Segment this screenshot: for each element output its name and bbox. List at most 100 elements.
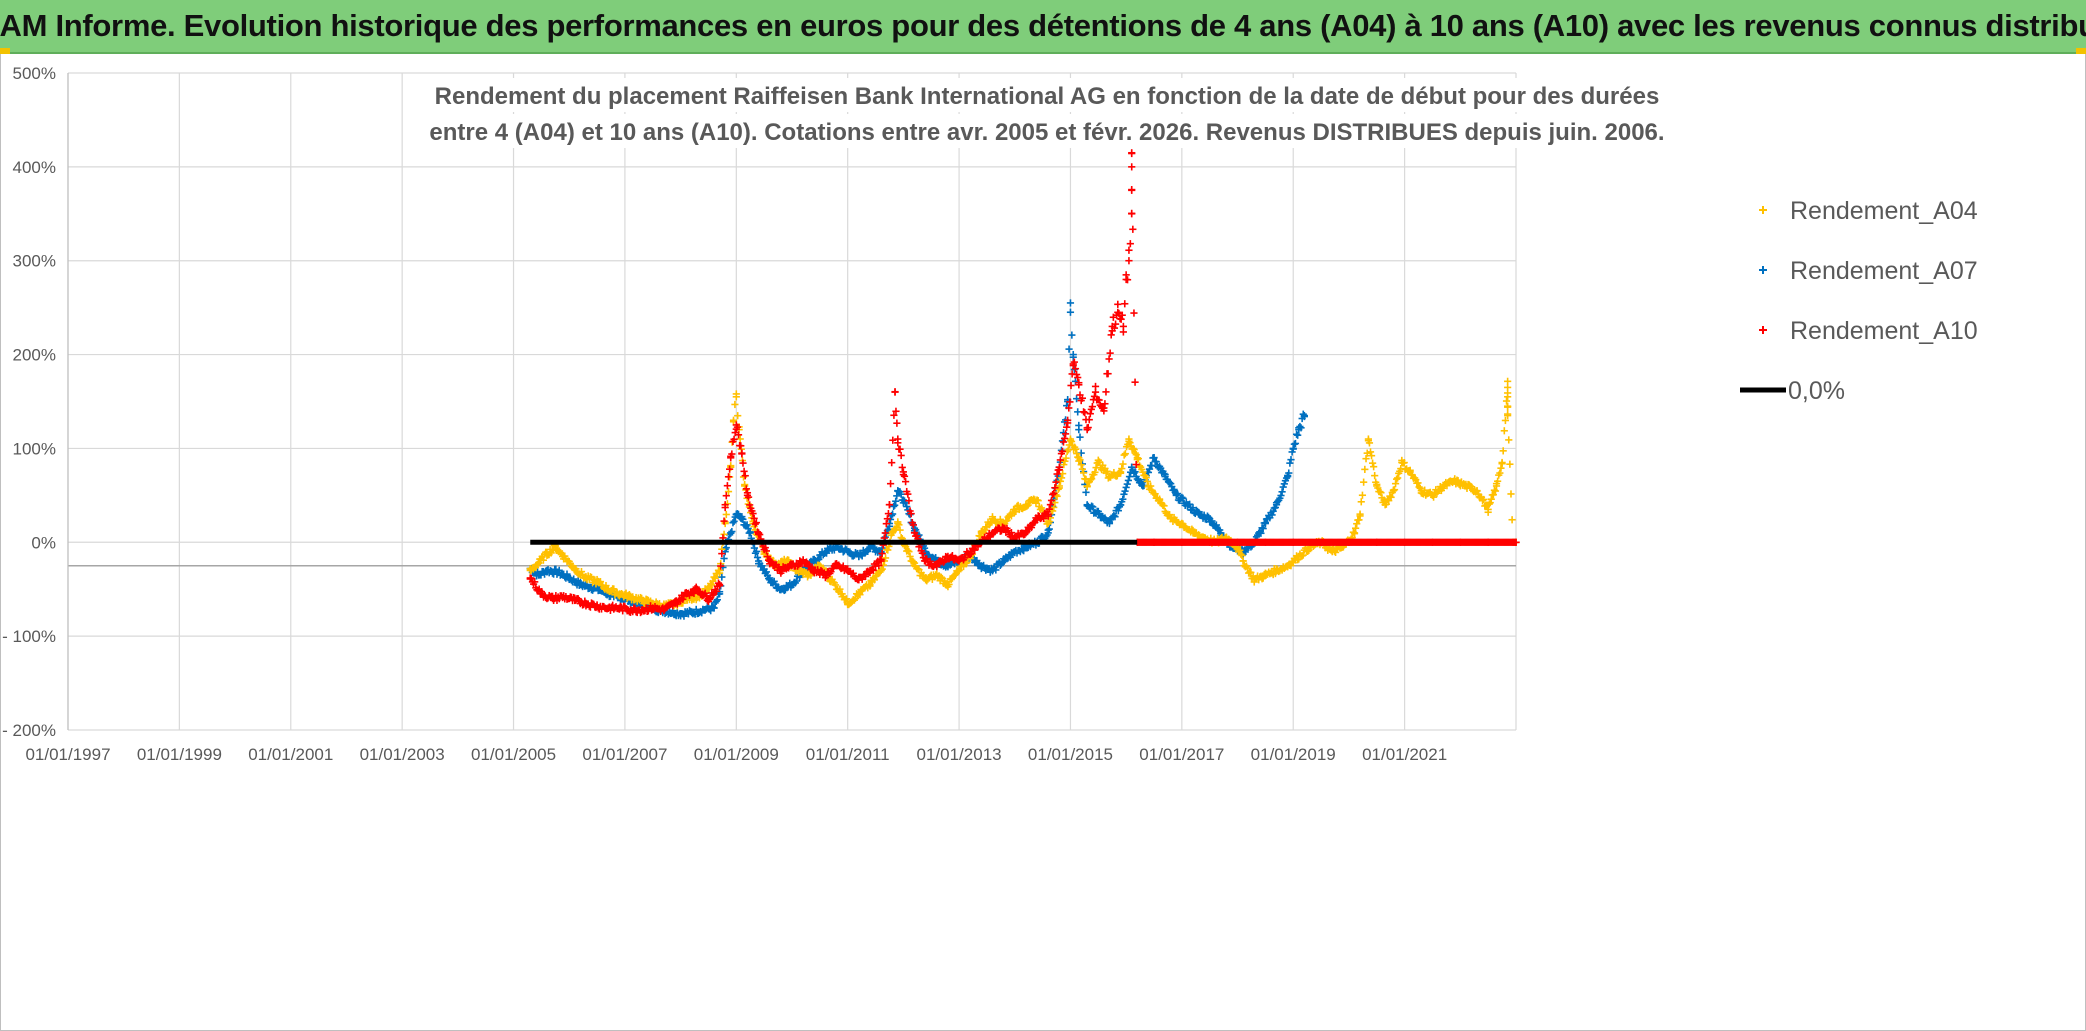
point-rendement-a04	[940, 577, 949, 585]
point-rendement-a04	[1486, 499, 1494, 507]
point-rendement-a07	[771, 580, 779, 588]
point-rendement-a04	[1504, 393, 1512, 401]
point-rendement-a04	[1499, 447, 1507, 455]
point-rendement-a10	[738, 449, 746, 457]
point-rendement-a07	[1294, 431, 1302, 439]
point-rendement-a07	[1272, 501, 1281, 509]
point-rendement-a04	[732, 393, 740, 401]
point-rendement-a10	[896, 445, 904, 453]
point-rendement-a10	[1128, 186, 1136, 194]
point-rendement-a04	[1367, 452, 1376, 460]
point-rendement-a07	[712, 597, 720, 605]
point-rendement-a04	[1167, 515, 1175, 523]
point-rendement-a07	[810, 557, 818, 565]
point-rendement-a07	[894, 487, 902, 495]
point-rendement-a04	[1414, 479, 1422, 487]
point-rendement-a07	[1200, 511, 1208, 519]
point-rendement-a04	[1363, 449, 1371, 457]
point-rendement-a07	[1152, 458, 1160, 466]
point-rendement-a04	[1389, 487, 1398, 495]
point-rendement-a07	[1172, 491, 1180, 499]
point-rendement-a04	[1398, 458, 1406, 467]
y-tick-label: 500%	[13, 64, 56, 83]
point-rendement-a04	[1305, 546, 1313, 554]
point-rendement-a04	[1361, 465, 1369, 473]
point-rendement-a10	[900, 472, 909, 480]
point-rendement-a04	[1360, 478, 1368, 486]
point-rendement-a04	[836, 585, 844, 593]
point-rendement-a07	[1178, 493, 1186, 501]
point-rendement-a10	[894, 435, 902, 443]
point-rendement-a04	[1428, 491, 1437, 499]
point-rendement-a07	[973, 556, 981, 565]
point-rendement-a10	[1125, 257, 1133, 265]
point-rendement-a07	[1125, 472, 1134, 481]
point-rendement-a07	[1206, 515, 1214, 523]
point-rendement-a04	[711, 574, 719, 582]
point-rendement-a04	[1473, 487, 1481, 495]
point-rendement-a04	[1237, 550, 1245, 558]
point-rendement-a04	[1394, 474, 1402, 482]
point-rendement-a04	[1485, 500, 1493, 508]
point-rendement-a07	[563, 570, 571, 578]
point-rendement-a10	[1079, 408, 1088, 416]
y-tick-label: - 200%	[2, 721, 56, 740]
point-rendement-a04	[1500, 427, 1508, 435]
point-rendement-a04	[1496, 469, 1504, 477]
point-rendement-a10	[1122, 275, 1130, 284]
point-rendement-a07	[1119, 495, 1127, 503]
point-rendement-a07	[1111, 513, 1119, 521]
point-rendement-a07	[699, 606, 707, 614]
point-rendement-a10	[727, 454, 735, 462]
point-rendement-a04	[1295, 552, 1303, 560]
point-rendement-a07	[1006, 553, 1014, 561]
point-rendement-a07	[1110, 511, 1118, 520]
x-tick-label: 01/01/2001	[248, 745, 333, 764]
point-rendement-a04	[904, 546, 912, 555]
point-rendement-a04	[1250, 576, 1258, 584]
point-rendement-a07	[727, 529, 735, 537]
point-rendement-a04	[731, 400, 739, 409]
point-rendement-a04	[1120, 451, 1128, 459]
point-rendement-a04	[1356, 510, 1364, 518]
point-rendement-a07	[710, 604, 718, 612]
point-rendement-a07	[1011, 548, 1019, 556]
point-rendement-a04	[910, 562, 919, 570]
point-rendement-a04	[1073, 449, 1081, 458]
point-rendement-a07	[1045, 525, 1053, 533]
point-rendement-a07	[746, 529, 754, 537]
point-rendement-a07	[1068, 331, 1076, 339]
point-rendement-a07	[1287, 456, 1295, 464]
point-rendement-a07	[738, 515, 746, 523]
point-rendement-a04	[1358, 491, 1367, 499]
point-rendement-a04	[1406, 468, 1414, 476]
point-rendement-a04	[906, 552, 914, 561]
point-rendement-a10	[902, 478, 910, 486]
point-rendement-a10	[1114, 300, 1122, 308]
point-rendement-a04	[1451, 477, 1459, 485]
point-rendement-a07	[732, 510, 740, 518]
legend-label: Rendement_A04	[1790, 197, 1978, 225]
axes: 500% 400% 300% 200% 100% 0% - 100% - 200% 01/01/…	[2, 64, 1516, 764]
point-rendement-a04	[716, 566, 724, 575]
point-rendement-a10	[1129, 225, 1137, 233]
point-rendement-a07	[1128, 463, 1136, 471]
point-rendement-a10	[1091, 388, 1100, 396]
point-rendement-a07	[897, 490, 905, 498]
point-rendement-a04	[1357, 498, 1365, 506]
point-rendement-a07	[855, 552, 863, 560]
point-rendement-a04	[1478, 497, 1487, 505]
point-rendement-a04	[1494, 477, 1502, 485]
point-rendement-a04	[955, 566, 963, 575]
point-rendement-a04	[805, 571, 813, 579]
point-rendement-a07	[587, 583, 596, 591]
point-rendement-a10	[893, 419, 901, 427]
point-rendement-a07	[1121, 487, 1129, 495]
point-rendement-a10	[897, 451, 905, 460]
point-rendement-a04	[1504, 377, 1512, 385]
point-rendement-a04	[842, 595, 851, 603]
point-rendement-a04	[1151, 490, 1159, 498]
point-rendement-a04	[1142, 473, 1150, 482]
banner-title: ADAM Informe. Evolution historique des p…	[0, 0, 2086, 54]
banner-corner-right	[2076, 48, 2086, 54]
